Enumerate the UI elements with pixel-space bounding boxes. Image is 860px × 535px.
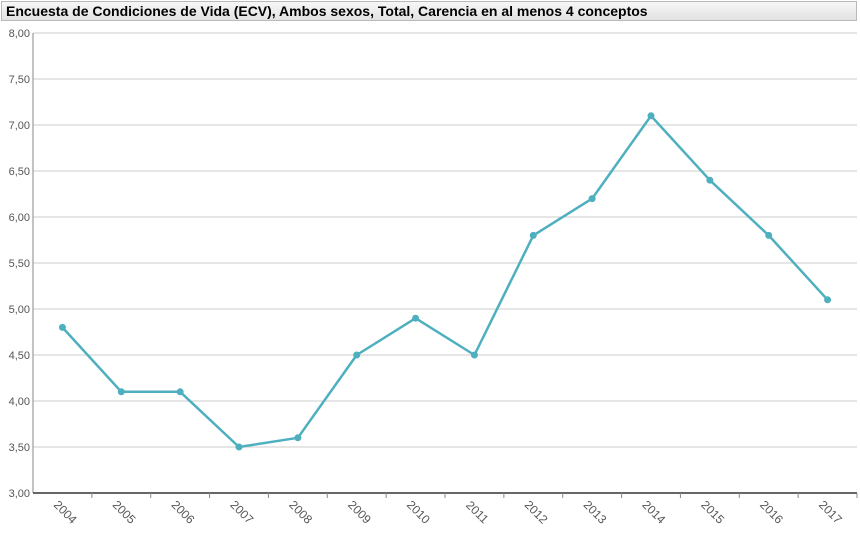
y-tick-label: 6,00	[9, 212, 30, 224]
data-point	[706, 176, 714, 184]
axes	[32, 33, 858, 498]
y-tick-label: 6,50	[9, 166, 30, 178]
series-line	[61, 114, 829, 449]
x-tick-label: 2014	[639, 498, 668, 527]
data-point	[353, 351, 361, 359]
x-tick-label: 2012	[522, 498, 551, 527]
data-point	[824, 296, 832, 304]
grid-lines	[33, 32, 857, 448]
y-tick-label: 5,00	[9, 304, 30, 316]
data-point	[235, 443, 243, 451]
chart-title: Encuesta de Condiciones de Vida (ECV), A…	[1, 1, 857, 21]
x-tick-label: 2011	[463, 498, 491, 526]
y-tick-label: 7,50	[9, 74, 30, 86]
data-point	[470, 351, 478, 359]
data-series	[58, 112, 832, 451]
y-tick-label: 4,00	[9, 396, 30, 408]
x-tick-label: 2016	[757, 498, 786, 527]
data-point	[588, 195, 596, 203]
data-point	[412, 314, 420, 322]
x-tick-label: 2017	[816, 498, 845, 527]
y-tick-label: 4,50	[9, 350, 30, 362]
data-point	[176, 388, 184, 396]
data-point	[58, 323, 66, 331]
data-point	[529, 231, 537, 239]
x-tick-label: 2008	[286, 498, 315, 527]
x-tick-label: 2007	[227, 498, 256, 527]
x-tick-label: 2006	[169, 498, 198, 527]
data-point	[647, 112, 655, 120]
x-tick-label: 2010	[404, 498, 433, 527]
data-point	[117, 388, 125, 396]
y-tick-label: 8,00	[9, 28, 30, 40]
x-tick-label: 2004	[51, 498, 80, 527]
y-tick-label: 5,50	[9, 258, 30, 270]
x-tick-label: 2009	[345, 498, 374, 527]
data-point	[294, 434, 302, 442]
x-tick-label: 2005	[110, 498, 139, 527]
y-tick-label: 3,00	[9, 488, 30, 500]
x-axis-ticks: 2004 2005 2006 2007 2008 2009 2010 2011 2012 2013…	[51, 498, 845, 527]
y-tick-label: 7,00	[9, 120, 30, 132]
x-tick-label: 2015	[698, 498, 727, 527]
y-axis-ticks: 3,00 3,50 4,00 4,50 5,00 5,50 6,00 6,50 7,00 7,50…	[9, 28, 30, 500]
x-tick-label: 2013	[581, 498, 610, 527]
data-point	[765, 231, 773, 239]
y-tick-label: 3,50	[9, 442, 30, 454]
